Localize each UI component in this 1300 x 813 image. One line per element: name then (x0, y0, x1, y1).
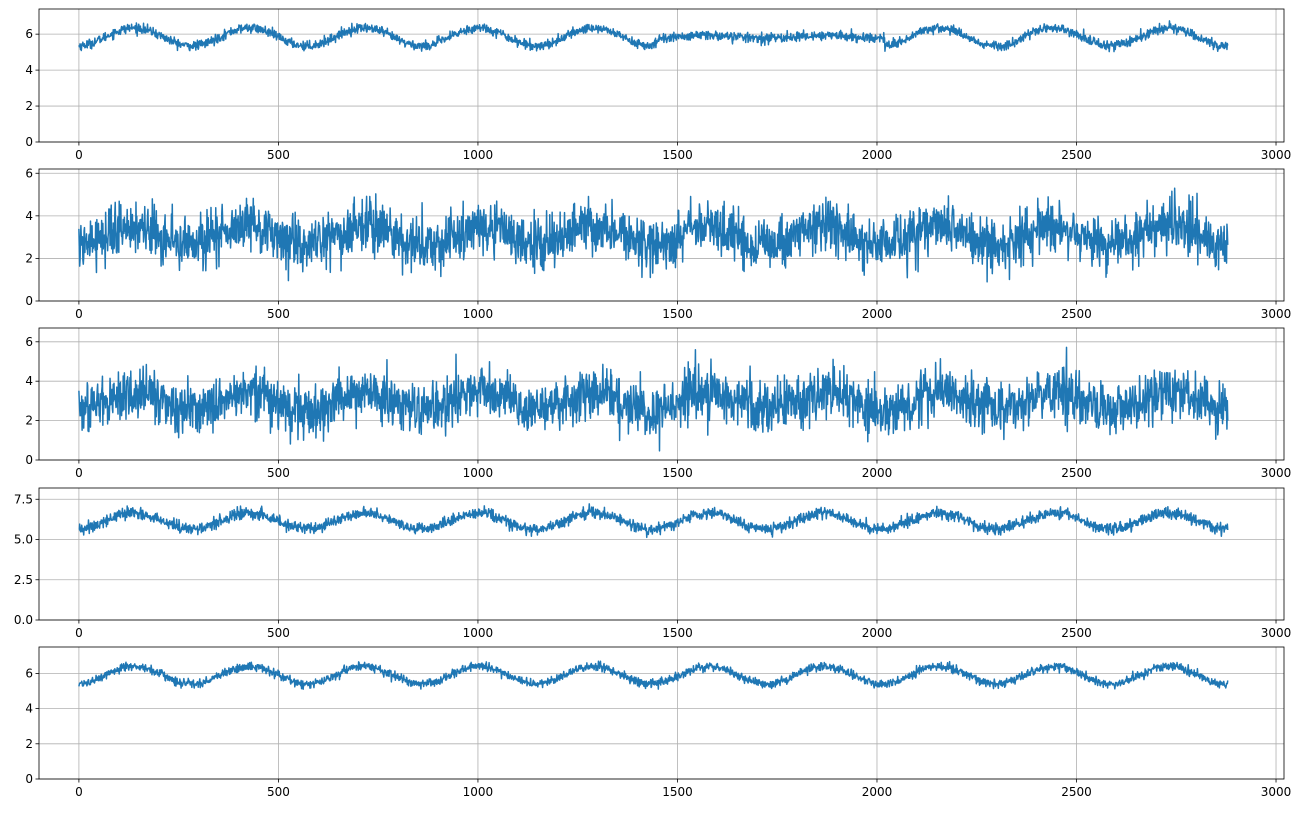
x-tick-label: 2000 (862, 626, 893, 640)
x-tick-label: 3000 (1261, 626, 1292, 640)
axes-frame (38, 487, 1285, 621)
x-tick-label: 3000 (1261, 466, 1292, 480)
subplot-3: 0 500 1000 1500 2000 2500 3000 0 2 4 6 (25, 327, 1292, 480)
axes-frame (38, 168, 1285, 302)
x-tick-label: 1000 (463, 626, 494, 640)
subplot-1: 0 500 1000 1500 2000 2500 3000 0 2 4 6 (25, 8, 1292, 162)
x-tick-label: 1500 (662, 307, 693, 321)
y-tick-label: 4 (25, 63, 33, 77)
x-tick-label: 2000 (862, 785, 893, 799)
x-tick-label: 2000 (862, 307, 893, 321)
y-tick-label: 4 (25, 374, 33, 388)
y-tick-label: 4 (25, 209, 33, 223)
axes-frame (38, 8, 1285, 143)
x-tick-label: 1500 (662, 466, 693, 480)
x-tick-label: 2000 (862, 466, 893, 480)
series-line (78, 660, 1229, 690)
y-tick-label: 7.5 (14, 492, 33, 506)
y-tick-label: 2 (25, 414, 33, 428)
x-tick-label: 3000 (1261, 148, 1292, 162)
axes-frame (38, 646, 1285, 780)
y-tick-label: 0 (25, 772, 33, 786)
x-tick-label: 1000 (463, 466, 494, 480)
x-tick-label: 2500 (1061, 626, 1092, 640)
x-tick-label: 0 (75, 785, 83, 799)
axes-frame (38, 327, 1285, 461)
x-tick-label: 3000 (1261, 785, 1292, 799)
x-tick-label: 500 (267, 785, 290, 799)
x-tick-label: 0 (75, 307, 83, 321)
subplot-5: 0 500 1000 1500 2000 2500 3000 0 2 4 6 (25, 646, 1292, 799)
x-tick-label: 2500 (1061, 148, 1092, 162)
x-tick-label: 500 (267, 466, 290, 480)
series-line (78, 187, 1229, 283)
x-tick-label: 1000 (463, 307, 494, 321)
y-tick-label: 2.5 (14, 573, 33, 587)
x-tick-label: 2500 (1061, 785, 1092, 799)
x-tick-label: 0 (75, 626, 83, 640)
x-tick-label: 1000 (463, 148, 494, 162)
series-line (78, 503, 1229, 539)
y-tick-label: 4 (25, 702, 33, 716)
y-tick-label: 2 (25, 251, 33, 265)
y-tick-label: 6 (25, 666, 33, 680)
x-tick-label: 1500 (662, 626, 693, 640)
series-line (78, 20, 1229, 53)
x-tick-label: 500 (267, 148, 290, 162)
y-tick-label: 0 (25, 453, 33, 467)
x-tick-label: 1500 (662, 148, 693, 162)
x-tick-label: 2000 (862, 148, 893, 162)
x-tick-label: 500 (267, 307, 290, 321)
subplot-4: 0 500 1000 1500 2000 2500 3000 0.0 2.5 5.0 7.5 (14, 487, 1292, 640)
y-tick-label: 0 (25, 135, 33, 149)
x-tick-label: 0 (75, 148, 83, 162)
x-tick-label: 1500 (662, 785, 693, 799)
y-tick-label: 5.0 (14, 533, 33, 547)
series-line (78, 346, 1229, 452)
y-tick-label: 0 (25, 294, 33, 308)
x-tick-label: 2500 (1061, 466, 1092, 480)
subplot-2: 0 500 1000 1500 2000 2500 3000 0 2 4 6 (25, 166, 1291, 321)
y-tick-label: 2 (25, 99, 33, 113)
x-tick-label: 2500 (1061, 307, 1092, 321)
x-tick-label: 0 (75, 466, 83, 480)
y-tick-label: 2 (25, 737, 33, 751)
y-tick-label: 6 (25, 166, 33, 180)
y-tick-label: 6 (25, 27, 33, 41)
y-tick-label: 6 (25, 335, 33, 349)
y-tick-label: 0.0 (14, 613, 33, 627)
x-tick-label: 3000 (1261, 307, 1292, 321)
x-tick-label: 500 (267, 626, 290, 640)
x-tick-label: 1000 (463, 785, 494, 799)
